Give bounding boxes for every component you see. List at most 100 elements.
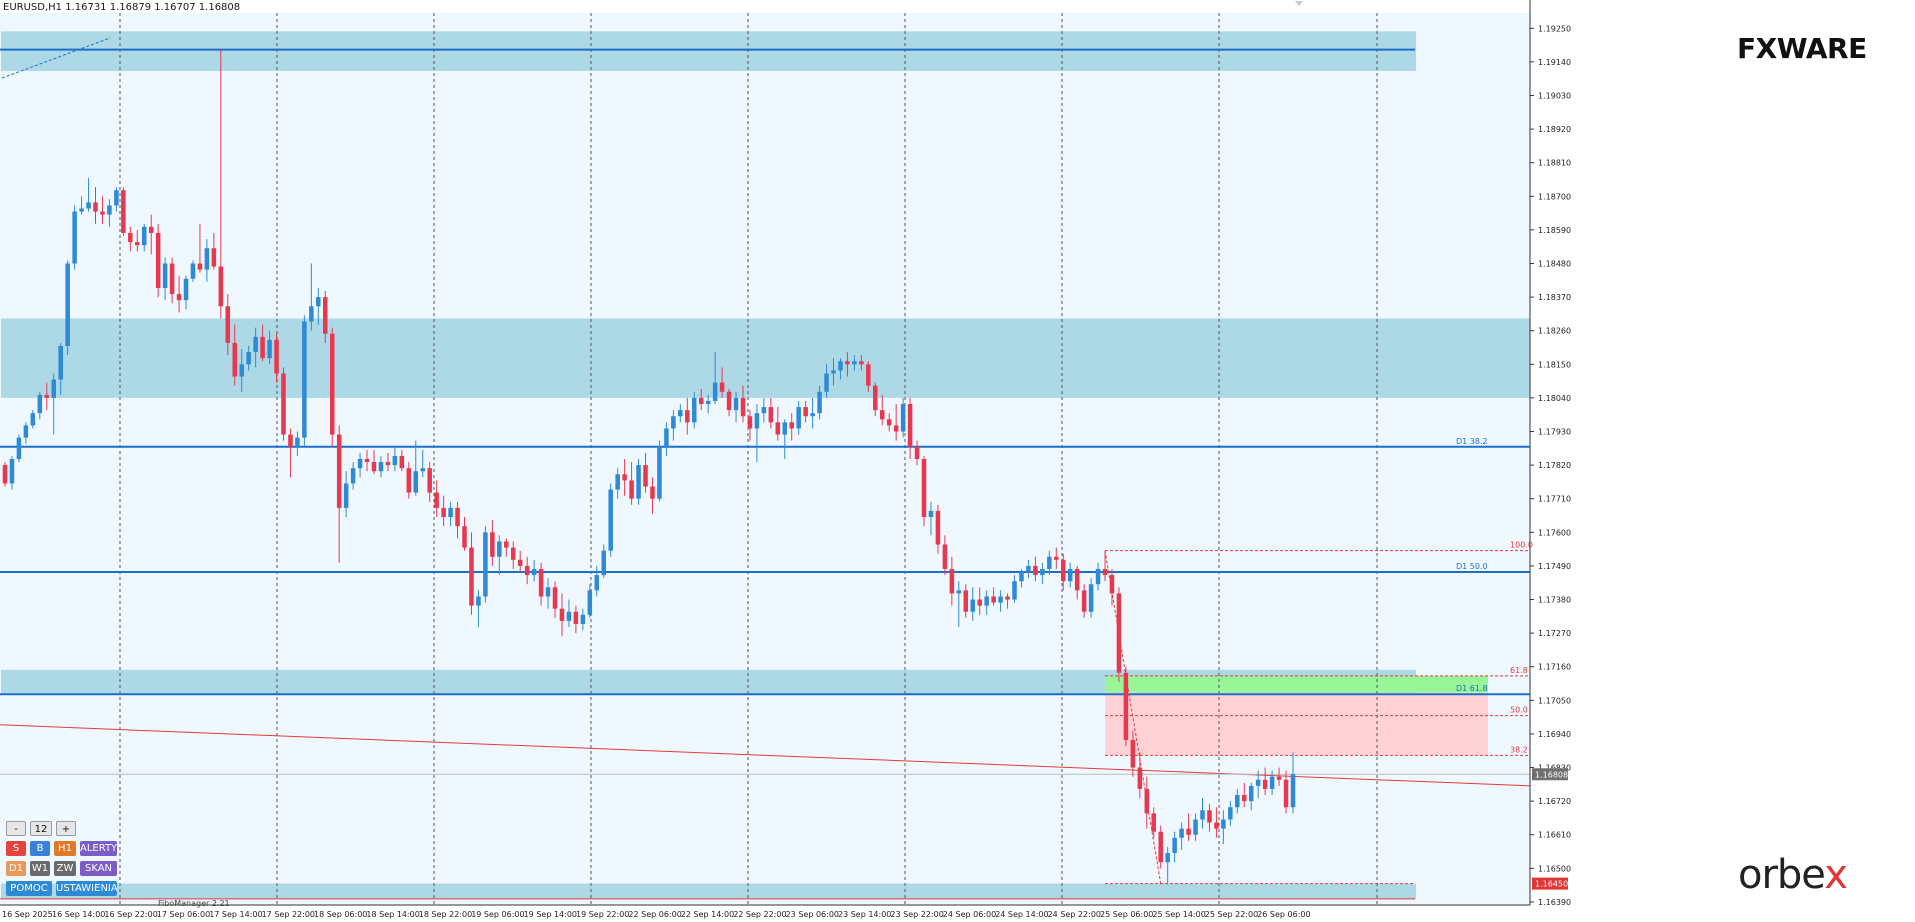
orbex-logo: orbex: [1738, 852, 1848, 898]
candle-body: [594, 575, 600, 591]
candle-body: [719, 382, 725, 392]
candle-body: [93, 202, 98, 212]
candle-body: [114, 190, 119, 206]
candle-body: [914, 446, 920, 459]
candle-body: [622, 474, 627, 481]
help-button[interactable]: POMOC: [6, 881, 52, 896]
alerts-button[interactable]: ALERTY: [80, 841, 118, 856]
scan-button[interactable]: SKAN: [80, 861, 117, 876]
price-tick-label: 1.16720: [1538, 797, 1571, 806]
zw-button[interactable]: ZW: [54, 861, 76, 876]
candle-body: [1144, 788, 1150, 814]
candle-body: [796, 407, 801, 429]
candle-body: [37, 394, 43, 414]
candle-body: [462, 526, 467, 548]
candle-body: [712, 382, 718, 401]
candle-body: [1095, 568, 1101, 585]
candle-body: [128, 232, 133, 243]
time-tick-label: 24 Sep 14:00: [995, 910, 1048, 919]
candle-body: [886, 419, 892, 426]
zone-3: [1, 883, 1416, 899]
candle-body: [246, 352, 251, 365]
sell-zone: [1105, 692, 1488, 756]
candle-body: [392, 455, 398, 466]
candle-body: [1102, 568, 1108, 576]
candle-body: [497, 541, 502, 557]
candle-body: [977, 599, 982, 606]
price-tick-label: 1.16830: [1538, 764, 1571, 773]
time-tick-label: 22 Sep 22:00: [733, 910, 786, 919]
candle-body: [1228, 807, 1233, 820]
candle-body: [956, 590, 962, 594]
candle-body: [1012, 581, 1017, 600]
low-price-badge: [1532, 877, 1568, 890]
candle-body: [803, 407, 808, 417]
candle-body: [685, 410, 690, 423]
candle-body: [364, 459, 370, 463]
candle-body: [322, 297, 328, 334]
fib-label-61.8: 61.8: [1510, 666, 1528, 675]
d1-button[interactable]: D1: [6, 861, 26, 876]
candle-body: [225, 306, 231, 343]
increase-button[interactable]: +: [56, 821, 76, 836]
candle-body: [86, 202, 91, 209]
sell-button[interactable]: S: [6, 841, 26, 856]
candles[interactable]: [2, 49, 1296, 884]
candle-body: [517, 559, 523, 566]
candle-body: [309, 306, 314, 322]
h1-button[interactable]: H1: [54, 841, 76, 856]
candle-body: [434, 492, 439, 508]
candle-body: [79, 208, 84, 212]
candle-body: [100, 211, 105, 215]
candle-body: [260, 336, 265, 359]
price-tick-label: 1.17930: [1538, 428, 1571, 437]
candle-body: [288, 434, 293, 447]
candle-body: [552, 587, 558, 609]
candle-body: [921, 459, 927, 518]
zone-1: [1, 318, 1530, 398]
time-tick-label: 17 Sep 22:00: [262, 910, 315, 919]
candle-body: [197, 263, 203, 270]
candle-body: [1005, 596, 1010, 600]
time-tick-label: 16 Sep 2025: [2, 910, 53, 919]
time-tick-label: 23 Sep 06:00: [786, 910, 839, 919]
candle-body: [754, 413, 760, 429]
candle-body: [1054, 556, 1059, 560]
buy-button[interactable]: B: [30, 841, 50, 856]
candle-body: [1088, 584, 1094, 612]
candle-body: [1123, 672, 1129, 741]
time-tick-label: 25 Sep 14:00: [1152, 910, 1205, 919]
candle-body: [183, 278, 189, 301]
time-tick-label: 17 Sep 14:00: [209, 910, 262, 919]
time-tick-label: 23 Sep 14:00: [838, 910, 891, 919]
value-field[interactable]: 12: [30, 821, 52, 836]
decrease-button[interactable]: -: [6, 821, 26, 836]
candle-body: [859, 361, 864, 365]
candle-body: [831, 370, 836, 374]
price-tick-label: 1.16390: [1538, 898, 1571, 907]
candle-body: [671, 416, 676, 429]
candle-body: [9, 459, 15, 484]
settings-button[interactable]: USTAWIENIA: [56, 881, 118, 896]
candle-body: [469, 547, 474, 606]
candle-body: [211, 248, 217, 267]
candle-body: [16, 437, 22, 459]
candle-body: [176, 294, 182, 301]
candle-body: [65, 263, 70, 346]
candle-body: [267, 339, 272, 359]
candle-body: [1040, 568, 1045, 576]
candle-body: [545, 587, 551, 597]
candle-body: [23, 425, 29, 438]
candle-body: [72, 211, 77, 264]
candle-body: [747, 416, 753, 429]
candle-body: [636, 465, 641, 499]
candle-body: [1255, 779, 1261, 786]
candle-body: [942, 544, 948, 569]
candle-body: [1283, 779, 1289, 808]
candle-body: [155, 232, 161, 288]
w1-button[interactable]: W1: [30, 861, 50, 876]
candle-body: [357, 459, 363, 469]
price-tick-label: 1.17380: [1538, 596, 1571, 605]
